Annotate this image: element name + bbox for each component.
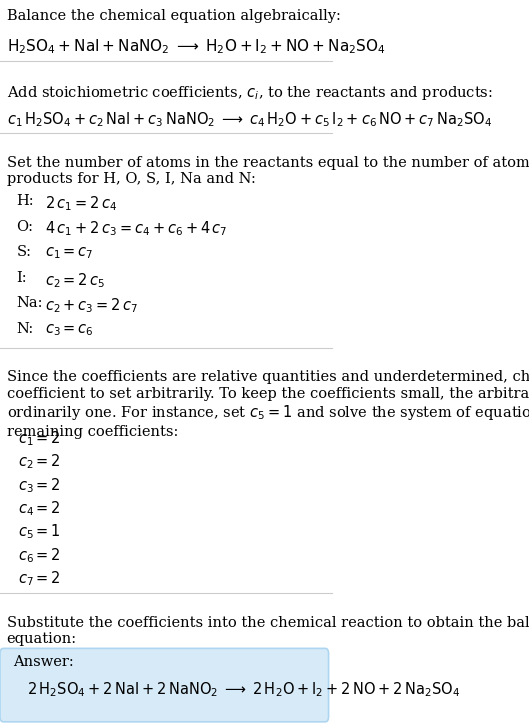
Text: $4\,c_1 + 2\,c_3 = c_4 + c_6 + 4\,c_7$: $4\,c_1 + 2\,c_3 = c_4 + c_6 + 4\,c_7$ <box>45 220 227 238</box>
Text: $c_2 = 2$: $c_2 = 2$ <box>19 453 61 471</box>
Text: $c_2 = 2\,c_5$: $c_2 = 2\,c_5$ <box>45 271 105 289</box>
Text: O:: O: <box>16 220 34 234</box>
Text: $c_6 = 2$: $c_6 = 2$ <box>19 546 61 565</box>
Text: Set the number of atoms in the reactants equal to the number of atoms in the
pro: Set the number of atoms in the reactants… <box>7 156 529 186</box>
Text: $c_3 = 2$: $c_3 = 2$ <box>19 476 61 494</box>
Text: S:: S: <box>16 245 32 260</box>
Text: $c_5 = 1$: $c_5 = 1$ <box>19 523 61 542</box>
Text: $c_4 = 2$: $c_4 = 2$ <box>19 499 61 518</box>
Text: Since the coefficients are relative quantities and underdetermined, choose a
coe: Since the coefficients are relative quan… <box>7 371 529 438</box>
Text: $c_1\,\mathrm{H_2SO_4} + c_2\,\mathrm{NaI} + c_3\,\mathrm{NaNO_2} \;\longrightar: $c_1\,\mathrm{H_2SO_4} + c_2\,\mathrm{Na… <box>7 110 492 129</box>
Text: Substitute the coefficients into the chemical reaction to obtain the balanced
eq: Substitute the coefficients into the che… <box>7 616 529 646</box>
Text: $c_1 = c_7$: $c_1 = c_7$ <box>45 245 94 261</box>
Text: $c_3 = c_6$: $c_3 = c_6$ <box>45 322 94 338</box>
Text: $\mathrm{H_2SO_4 + NaI + NaNO_2 \;\longrightarrow\; H_2O + I_2 + NO + Na_2SO_4}$: $\mathrm{H_2SO_4 + NaI + NaNO_2 \;\longr… <box>7 38 385 56</box>
Text: $c_2 + c_3 = 2\,c_7$: $c_2 + c_3 = 2\,c_7$ <box>45 297 138 315</box>
Text: I:: I: <box>16 271 27 285</box>
Text: H:: H: <box>16 194 34 208</box>
Text: Na:: Na: <box>16 297 43 310</box>
Text: Add stoichiometric coefficients, $c_i$, to the reactants and products:: Add stoichiometric coefficients, $c_i$, … <box>7 84 492 102</box>
Text: $2\,\mathrm{H_2SO_4} + 2\,\mathrm{NaI} + 2\,\mathrm{NaNO_2} \;\longrightarrow\; : $2\,\mathrm{H_2SO_4} + 2\,\mathrm{NaI} +… <box>26 680 460 699</box>
Text: Answer:: Answer: <box>13 656 74 670</box>
Text: $c_7 = 2$: $c_7 = 2$ <box>19 569 61 588</box>
FancyBboxPatch shape <box>0 648 329 722</box>
Text: $2\,c_1 = 2\,c_4$: $2\,c_1 = 2\,c_4$ <box>45 194 117 213</box>
Text: $c_1 = 2$: $c_1 = 2$ <box>19 429 61 448</box>
Text: N:: N: <box>16 322 34 336</box>
Text: Balance the chemical equation algebraically:: Balance the chemical equation algebraica… <box>7 9 341 23</box>
